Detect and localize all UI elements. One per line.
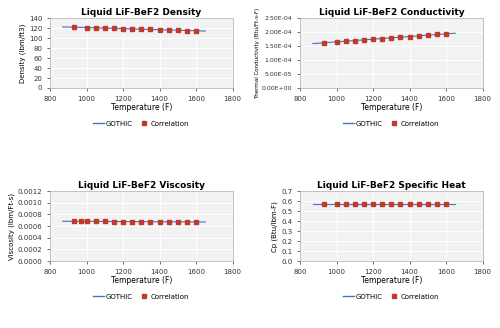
Y-axis label: Density (lbm/ft3): Density (lbm/ft3)	[20, 23, 26, 83]
Legend: GOTHIC, Correlation: GOTHIC, Correlation	[90, 118, 192, 130]
Legend: GOTHIC, Correlation: GOTHIC, Correlation	[90, 291, 192, 303]
X-axis label: Temperature (F): Temperature (F)	[110, 103, 172, 112]
Y-axis label: Viscosity (lbm/Ft-s): Viscosity (lbm/Ft-s)	[8, 193, 15, 259]
Title: Liquid LiF-BeF2 Specific Heat: Liquid LiF-BeF2 Specific Heat	[317, 181, 466, 190]
Legend: GOTHIC, Correlation: GOTHIC, Correlation	[340, 118, 442, 130]
X-axis label: Temperature (F): Temperature (F)	[360, 103, 422, 112]
Title: Liquid LiF-BeF2 Viscosity: Liquid LiF-BeF2 Viscosity	[78, 181, 205, 190]
X-axis label: Temperature (F): Temperature (F)	[110, 276, 172, 285]
X-axis label: Temperature (F): Temperature (F)	[360, 276, 422, 285]
Legend: GOTHIC, Correlation: GOTHIC, Correlation	[340, 291, 442, 303]
Y-axis label: Thermal Conductivity (Btu/Ft-s-F): Thermal Conductivity (Btu/Ft-s-F)	[256, 8, 260, 99]
Title: Liquid LiF-BeF2 Conductivity: Liquid LiF-BeF2 Conductivity	[318, 8, 464, 17]
Y-axis label: Cp (Btu/lbm-F): Cp (Btu/lbm-F)	[272, 201, 278, 252]
Title: Liquid LiF-BeF2 Density: Liquid LiF-BeF2 Density	[81, 8, 202, 17]
